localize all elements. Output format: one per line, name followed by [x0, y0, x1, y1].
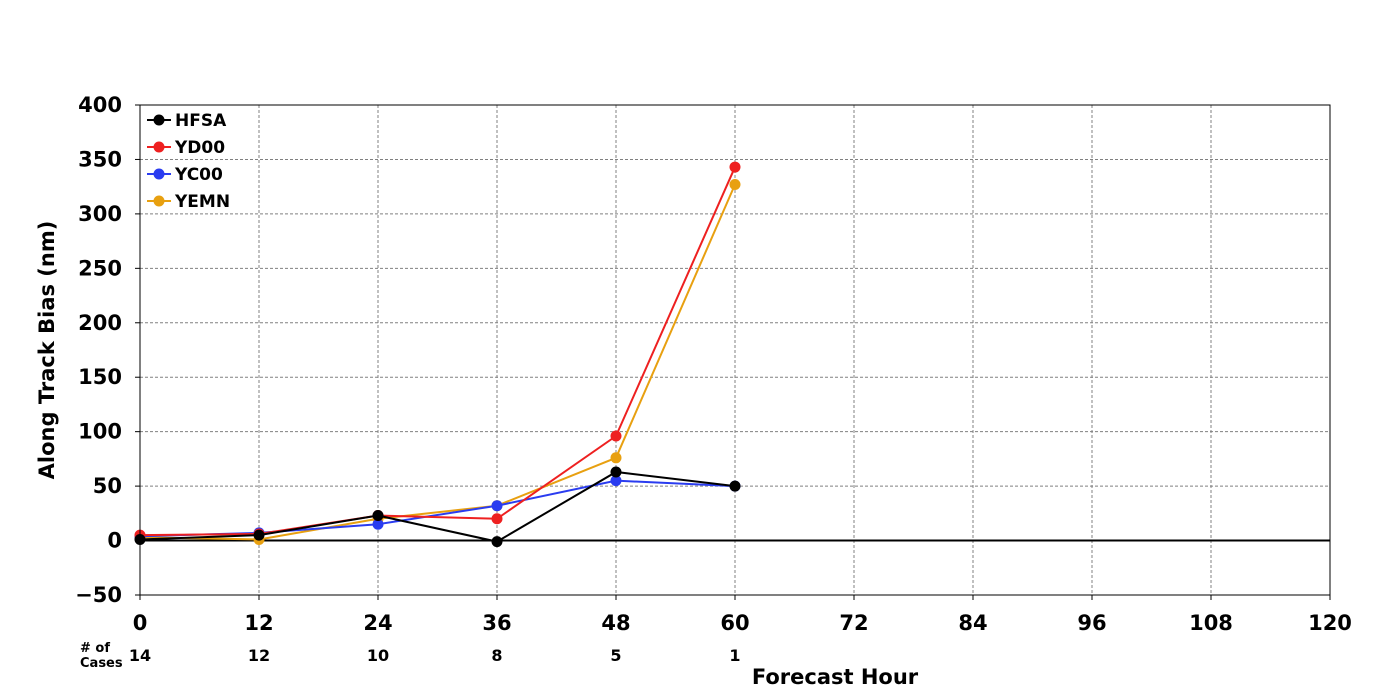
series-line-yemn — [139, 184, 736, 541]
x-tick-label: 36 — [482, 611, 511, 635]
x-tick-label: 12 — [244, 611, 273, 635]
case-count: 1 — [729, 646, 740, 665]
x-tick-label: 60 — [720, 611, 749, 635]
cases-label: # of Cases — [80, 641, 123, 671]
case-count: 10 — [367, 646, 389, 665]
series-hfsa — [134, 466, 741, 548]
legend-label: YD00 — [174, 138, 225, 158]
data-point-hfsa — [610, 466, 622, 478]
x-tick-label: 120 — [1308, 611, 1352, 635]
series-yd00 — [134, 161, 741, 541]
y-tick-label: 250 — [78, 256, 122, 280]
data-point-yemn — [610, 452, 622, 464]
data-point-hfsa — [729, 480, 741, 492]
data-point-hfsa — [491, 536, 503, 548]
series-line-hfsa — [139, 470, 736, 543]
x-tick-label: 72 — [839, 611, 868, 635]
legend-item-hfsa: HFSA — [147, 111, 227, 131]
series-layer — [134, 161, 741, 548]
data-point-yemn — [729, 178, 741, 190]
data-point-yc00 — [372, 518, 384, 530]
x-tick-label: 48 — [601, 611, 630, 635]
x-tick-label: 108 — [1189, 611, 1233, 635]
y-axis-label: Along Track Bias (nm) — [35, 221, 59, 480]
y-tick-label: 0 — [107, 529, 122, 553]
y-tick-label: 400 — [78, 93, 122, 117]
legend: HFSA YD00 YC00 YEMN — [147, 111, 230, 212]
legend-label: HFSA — [175, 111, 227, 131]
x-tick-label: 84 — [958, 611, 987, 635]
y-tick-label: 200 — [78, 311, 122, 335]
cases-label-line: # of — [80, 641, 110, 656]
x-tick-label: 24 — [363, 611, 392, 635]
legend-marker — [153, 168, 165, 180]
legend-label: YEMN — [174, 192, 230, 212]
legend-marker — [153, 114, 165, 126]
data-point-yc00 — [491, 500, 503, 512]
cases-label-line: Cases — [80, 656, 123, 671]
data-point-yd00 — [729, 161, 741, 173]
data-point-yc00 — [610, 475, 622, 487]
legend-item-yc00: YC00 — [147, 165, 223, 185]
y-tick-label: 100 — [78, 420, 122, 444]
y-tick-label: −50 — [75, 583, 122, 607]
series-yc00 — [134, 475, 741, 542]
y-axis-ticks: −50 0 50 100 150 200 250 300 350 400 — [75, 93, 140, 607]
legend-item-yemn: YEMN — [147, 192, 230, 212]
y-tick-label: 50 — [93, 474, 122, 498]
x-tick-label: 0 — [133, 611, 148, 635]
x-axis-ticks: 0 12 24 36 48 60 72 84 96 108 120 — [133, 595, 1352, 635]
y-tick-label: 300 — [78, 202, 122, 226]
case-count: 14 — [129, 646, 151, 665]
data-point-yd00 — [610, 430, 622, 442]
legend-item-yd00: YD00 — [147, 138, 225, 158]
cases-row: # of Cases 14 12 10 8 5 1 — [80, 641, 741, 671]
series-line-yd00 — [139, 166, 736, 537]
legend-label: YC00 — [174, 165, 223, 185]
case-count: 5 — [610, 646, 621, 665]
case-count: 8 — [491, 646, 502, 665]
y-tick-label: 350 — [78, 147, 122, 171]
legend-marker — [153, 195, 165, 207]
x-axis-label: Forecast Hour — [752, 665, 919, 689]
grid — [140, 105, 1330, 595]
case-count: 12 — [248, 646, 270, 665]
x-tick-label: 96 — [1077, 611, 1106, 635]
legend-marker — [153, 141, 165, 153]
data-point-yd00 — [491, 513, 503, 525]
data-point-hfsa — [253, 529, 265, 541]
y-tick-label: 150 — [78, 365, 122, 389]
data-point-hfsa — [372, 510, 384, 522]
